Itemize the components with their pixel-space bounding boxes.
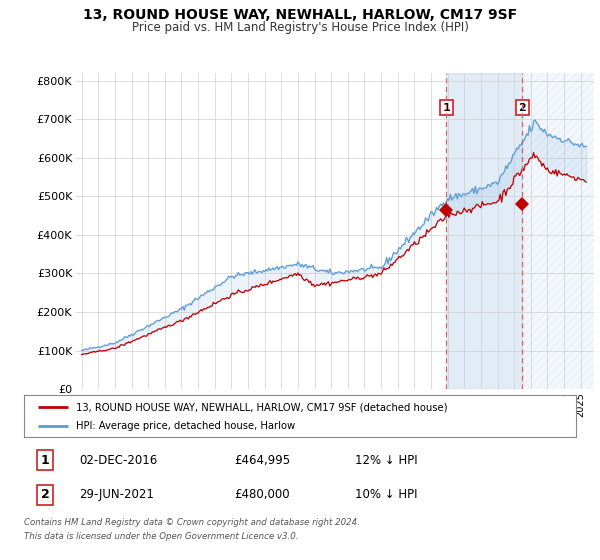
Text: Price paid vs. HM Land Registry's House Price Index (HPI): Price paid vs. HM Land Registry's House … (131, 21, 469, 34)
Bar (523, 73, 594, 389)
Text: HPI: Average price, detached house, Harlow: HPI: Average price, detached house, Harl… (76, 421, 296, 431)
Text: 1: 1 (41, 454, 49, 466)
Text: This data is licensed under the Open Government Licence v3.0.: This data is licensed under the Open Gov… (24, 532, 299, 541)
Text: 13, ROUND HOUSE WAY, NEWHALL, HARLOW, CM17 9SF: 13, ROUND HOUSE WAY, NEWHALL, HARLOW, CM… (83, 8, 517, 22)
Text: 1: 1 (442, 102, 450, 113)
Text: £464,995: £464,995 (234, 454, 290, 466)
Text: 29-JUN-2021: 29-JUN-2021 (79, 488, 154, 501)
Text: 12% ↓ HPI: 12% ↓ HPI (355, 454, 418, 466)
Text: 13, ROUND HOUSE WAY, NEWHALL, HARLOW, CM17 9SF (detached house): 13, ROUND HOUSE WAY, NEWHALL, HARLOW, CM… (76, 403, 448, 412)
Text: 02-DEC-2016: 02-DEC-2016 (79, 454, 157, 466)
Bar (446, 73, 523, 389)
Text: Contains HM Land Registry data © Crown copyright and database right 2024.: Contains HM Land Registry data © Crown c… (24, 518, 360, 527)
Text: 2: 2 (518, 102, 526, 113)
Text: 2: 2 (41, 488, 49, 501)
Text: 10% ↓ HPI: 10% ↓ HPI (355, 488, 418, 501)
Text: £480,000: £480,000 (234, 488, 289, 501)
